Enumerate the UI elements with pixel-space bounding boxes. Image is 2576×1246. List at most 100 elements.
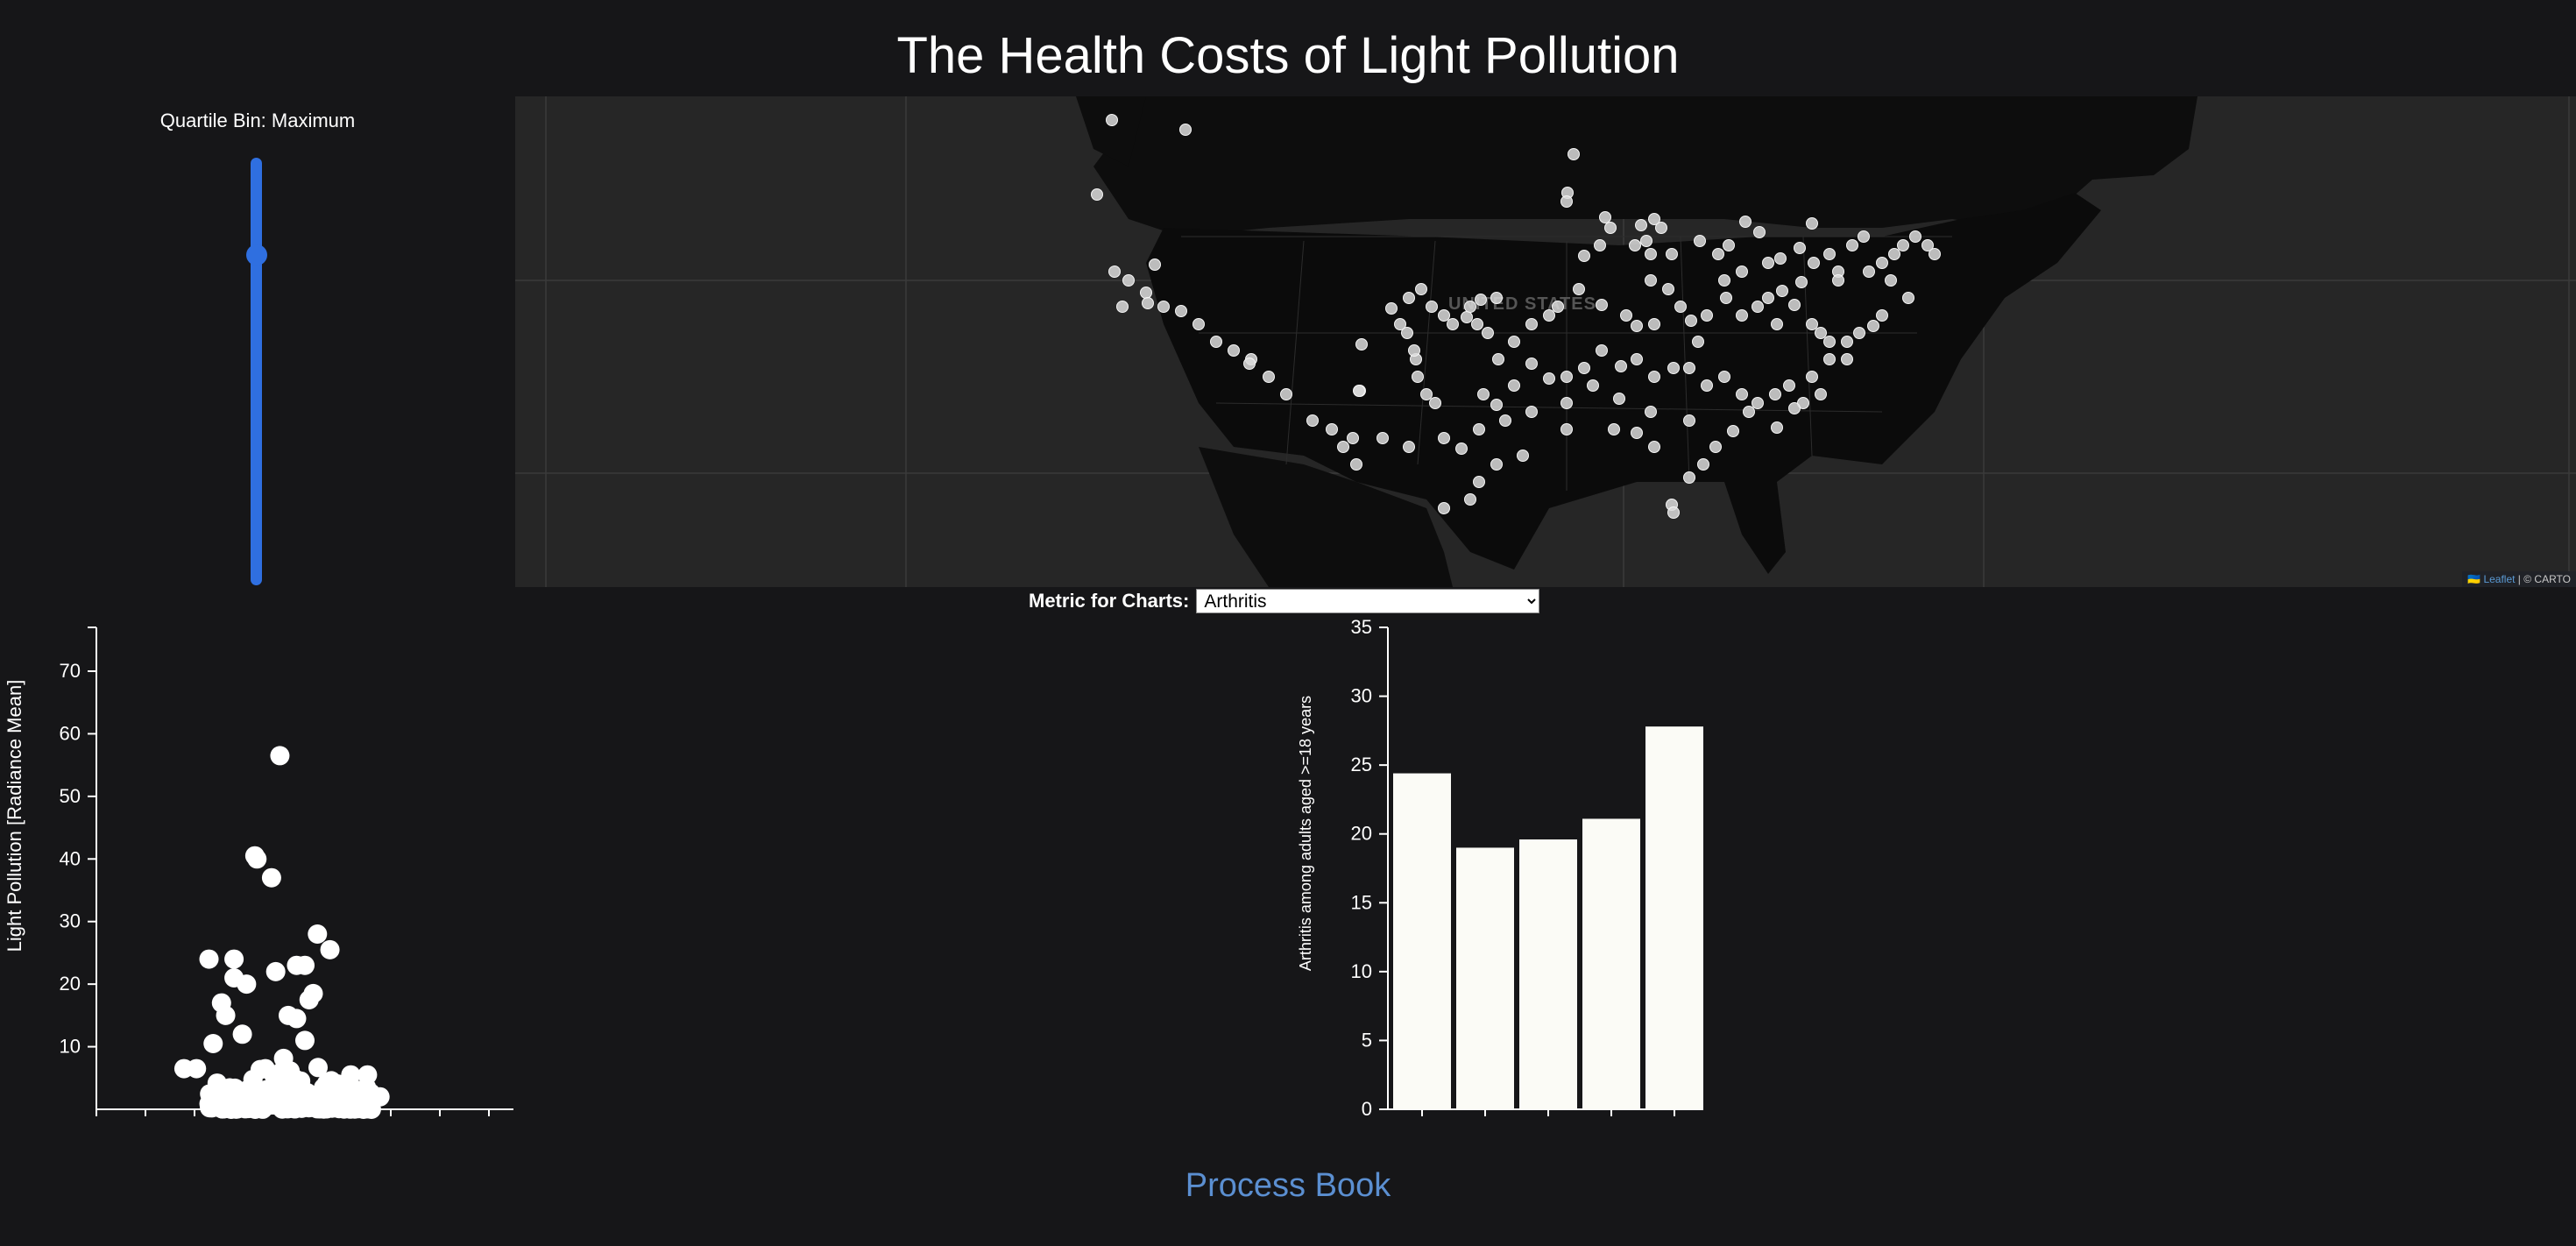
bar[interactable]: [1393, 773, 1451, 1109]
map-point[interactable]: [1464, 493, 1476, 506]
map-point[interactable]: [1712, 248, 1724, 260]
map-point[interactable]: [1788, 402, 1801, 414]
map-point[interactable]: [1648, 441, 1660, 453]
map-point[interactable]: [1863, 265, 1875, 278]
map-point[interactable]: [1823, 336, 1836, 348]
map-point[interactable]: [1629, 239, 1641, 251]
map-point[interactable]: [1461, 311, 1473, 323]
map-point[interactable]: [1815, 327, 1827, 339]
map-point[interactable]: [1788, 299, 1801, 311]
map-point[interactable]: [1412, 371, 1424, 383]
scatter-point[interactable]: [295, 1030, 315, 1051]
map-point[interactable]: [1736, 265, 1748, 278]
map-point[interactable]: [1508, 379, 1520, 392]
map-point[interactable]: [1122, 274, 1135, 287]
map-point[interactable]: [1490, 458, 1503, 471]
map-point[interactable]: [1543, 372, 1555, 385]
map-point[interactable]: [1473, 423, 1485, 435]
map-point[interactable]: [1091, 188, 1103, 201]
map-point[interactable]: [1645, 406, 1657, 418]
bar[interactable]: [1456, 847, 1514, 1109]
map-point[interactable]: [1897, 239, 1909, 251]
map-point[interactable]: [1718, 274, 1730, 287]
map-point[interactable]: [1394, 318, 1406, 330]
map-point[interactable]: [1560, 371, 1573, 383]
map-point[interactable]: [1620, 309, 1632, 322]
us-map[interactable]: UNITED STATES 🇺🇦 Leaflet | © CARTO: [515, 96, 2576, 587]
map-point[interactable]: [1771, 318, 1783, 330]
map-point[interactable]: [1736, 388, 1748, 400]
scatter-point[interactable]: [299, 990, 319, 1009]
map-point[interactable]: [1806, 217, 1818, 230]
map-point[interactable]: [1482, 327, 1494, 339]
map-point[interactable]: [1909, 230, 1921, 243]
map-point[interactable]: [1739, 216, 1752, 228]
map-point[interactable]: [1667, 506, 1680, 519]
map-point[interactable]: [1876, 257, 1888, 269]
map-point[interactable]: [1604, 222, 1617, 234]
map-point[interactable]: [1667, 362, 1680, 374]
map-point[interactable]: [1846, 239, 1858, 251]
map-point[interactable]: [1648, 213, 1660, 225]
map-point[interactable]: [1596, 344, 1608, 357]
map-point[interactable]: [1921, 239, 1934, 251]
map-point[interactable]: [1876, 309, 1888, 322]
map-point[interactable]: [1615, 360, 1627, 372]
map-point[interactable]: [1697, 458, 1709, 471]
map-point[interactable]: [1723, 239, 1735, 251]
map-point[interactable]: [1596, 299, 1608, 311]
map-point[interactable]: [1477, 388, 1490, 400]
map-point[interactable]: [1885, 274, 1897, 287]
map-point[interactable]: [1902, 292, 1914, 304]
map-point[interactable]: [1631, 320, 1643, 332]
map-point[interactable]: [1736, 309, 1748, 322]
map-point[interactable]: [1108, 265, 1121, 278]
scatter-point[interactable]: [349, 1098, 369, 1118]
map-point[interactable]: [1692, 336, 1704, 348]
map-point[interactable]: [1552, 301, 1564, 313]
map-point[interactable]: [1694, 235, 1706, 247]
map-point[interactable]: [1683, 414, 1695, 427]
map-point[interactable]: [1578, 250, 1590, 262]
scatter-point[interactable]: [282, 1079, 302, 1099]
map-point[interactable]: [1471, 318, 1483, 330]
map-point[interactable]: [1473, 476, 1485, 488]
map-point[interactable]: [1347, 432, 1359, 444]
scatter-point[interactable]: [237, 974, 257, 995]
scatter-point[interactable]: [264, 1065, 284, 1085]
map-point[interactable]: [1823, 353, 1836, 365]
scatter-point[interactable]: [308, 1058, 329, 1078]
map-point[interactable]: [1492, 353, 1504, 365]
map-point[interactable]: [1888, 248, 1900, 260]
map-point[interactable]: [1841, 336, 1853, 348]
map-point[interactable]: [1525, 318, 1538, 330]
map-point[interactable]: [1776, 285, 1788, 297]
map-point[interactable]: [1157, 301, 1170, 313]
map-point[interactable]: [1508, 336, 1520, 348]
leaflet-link[interactable]: Leaflet: [2483, 573, 2516, 585]
scatter-point[interactable]: [341, 1065, 361, 1085]
map-point[interactable]: [1648, 371, 1660, 383]
map-point[interactable]: [1415, 283, 1427, 295]
map-point[interactable]: [1106, 114, 1118, 126]
scatter-point[interactable]: [187, 1058, 207, 1079]
map-point[interactable]: [1823, 248, 1836, 260]
map-point[interactable]: [1806, 318, 1818, 330]
map-point[interactable]: [1662, 283, 1674, 295]
map-point[interactable]: [1475, 294, 1487, 306]
map-point[interactable]: [1560, 195, 1573, 208]
map-point[interactable]: [1149, 258, 1161, 271]
map-point[interactable]: [1420, 388, 1433, 400]
map-point[interactable]: [1752, 301, 1764, 313]
bar[interactable]: [1645, 726, 1703, 1109]
map-point[interactable]: [1543, 309, 1555, 322]
scatter-point[interactable]: [350, 1080, 371, 1101]
scatter-point[interactable]: [270, 746, 290, 766]
map-point[interactable]: [1438, 502, 1450, 514]
scatter-point[interactable]: [224, 949, 244, 969]
map-point[interactable]: [1490, 292, 1503, 304]
map-point[interactable]: [1353, 385, 1365, 397]
quartile-slider-thumb[interactable]: [246, 244, 267, 265]
map-point[interactable]: [1648, 318, 1660, 330]
map-point[interactable]: [1683, 362, 1695, 374]
